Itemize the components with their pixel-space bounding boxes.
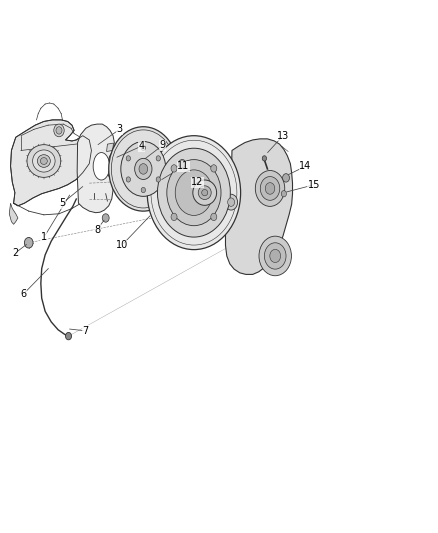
Circle shape: [121, 141, 166, 196]
Text: 11: 11: [177, 161, 190, 171]
Circle shape: [126, 177, 131, 182]
Ellipse shape: [202, 190, 208, 196]
Circle shape: [211, 213, 217, 221]
Circle shape: [141, 145, 145, 150]
Text: 1: 1: [41, 232, 47, 243]
Circle shape: [156, 156, 160, 161]
Text: 9: 9: [160, 140, 166, 150]
Circle shape: [25, 238, 33, 248]
Circle shape: [211, 165, 217, 172]
Polygon shape: [226, 139, 293, 274]
Ellipse shape: [225, 194, 237, 210]
Circle shape: [171, 213, 177, 221]
Circle shape: [102, 214, 109, 222]
Text: 4: 4: [138, 141, 144, 151]
Text: 14: 14: [299, 161, 311, 171]
Ellipse shape: [37, 155, 50, 167]
Circle shape: [126, 156, 131, 161]
Ellipse shape: [147, 136, 240, 249]
Text: 3: 3: [117, 124, 123, 134]
Text: 7: 7: [83, 326, 89, 336]
Ellipse shape: [167, 159, 221, 225]
Ellipse shape: [93, 152, 110, 180]
Text: 5: 5: [59, 198, 66, 208]
Circle shape: [54, 124, 64, 137]
Circle shape: [281, 191, 286, 197]
Polygon shape: [77, 124, 114, 213]
Circle shape: [179, 159, 186, 168]
Polygon shape: [9, 203, 18, 224]
Circle shape: [141, 188, 145, 192]
Circle shape: [56, 127, 62, 134]
Ellipse shape: [259, 236, 291, 276]
Text: 13: 13: [277, 131, 289, 141]
Ellipse shape: [175, 170, 212, 215]
Circle shape: [139, 164, 148, 174]
Ellipse shape: [158, 148, 230, 237]
Circle shape: [171, 165, 177, 172]
Polygon shape: [106, 143, 113, 151]
Ellipse shape: [198, 186, 211, 199]
Ellipse shape: [270, 249, 281, 263]
Ellipse shape: [228, 198, 235, 206]
Text: 10: 10: [116, 240, 128, 251]
Text: 2: 2: [12, 248, 18, 259]
Ellipse shape: [260, 176, 280, 200]
Text: 12: 12: [191, 177, 204, 187]
Polygon shape: [11, 120, 92, 206]
Ellipse shape: [27, 144, 61, 177]
Text: 6: 6: [21, 289, 27, 299]
Ellipse shape: [255, 171, 285, 206]
Circle shape: [134, 158, 152, 180]
Ellipse shape: [193, 180, 217, 205]
Circle shape: [109, 127, 178, 211]
Text: 8: 8: [94, 224, 100, 235]
Ellipse shape: [40, 158, 47, 165]
Circle shape: [156, 177, 160, 182]
Circle shape: [262, 156, 267, 161]
Ellipse shape: [265, 183, 275, 194]
Text: 15: 15: [308, 180, 320, 190]
Circle shape: [66, 333, 71, 340]
Circle shape: [283, 174, 290, 182]
Ellipse shape: [32, 150, 55, 172]
Ellipse shape: [265, 243, 286, 269]
